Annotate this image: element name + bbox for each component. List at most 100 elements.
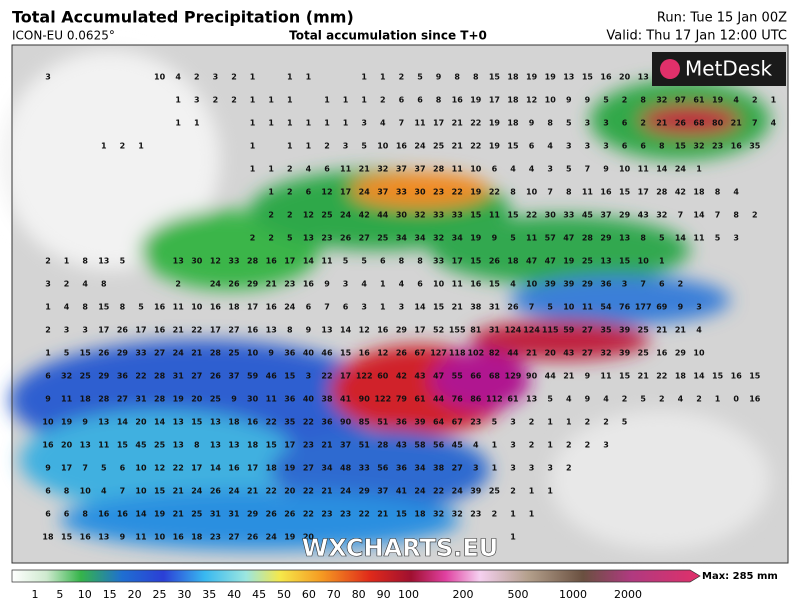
grid-value: 15 xyxy=(80,349,92,358)
colorbar-label: 10 xyxy=(78,588,92,601)
grid-value: 34 xyxy=(396,234,408,243)
grid-value: 90 xyxy=(359,395,371,404)
grid-value: 2 xyxy=(529,441,535,450)
grid-value: 1 xyxy=(492,464,498,473)
grid-value: 29 xyxy=(247,280,259,289)
grid-value: 24 xyxy=(266,533,278,542)
grid-value: 16 xyxy=(359,349,371,358)
grid-value: 13 xyxy=(98,418,109,427)
grid-value: 42 xyxy=(675,188,686,197)
grid-value: 10 xyxy=(154,533,166,542)
grid-value: 3 xyxy=(343,142,349,151)
grid-value: 3 xyxy=(603,142,609,151)
grid-value: 20 xyxy=(545,349,557,358)
grid-value: 1 xyxy=(715,395,721,404)
grid-value: 4 xyxy=(678,395,684,404)
grid-value: 11 xyxy=(321,257,333,266)
grid-value: 1 xyxy=(250,142,256,151)
grid-value: 22 xyxy=(321,372,332,381)
grid-value: 22 xyxy=(303,418,314,427)
grid-value: 1 xyxy=(287,96,293,105)
grid-value: 13 xyxy=(563,73,574,82)
grid-value: 2 xyxy=(399,73,405,82)
grid-value: 23 xyxy=(340,510,351,519)
grid-value: 21 xyxy=(247,487,259,496)
grid-value: 2 xyxy=(213,96,219,105)
grid-value: 2 xyxy=(752,211,758,220)
grid-value: 9 xyxy=(82,418,88,427)
grid-value: 24 xyxy=(173,349,185,358)
grid-value: 13 xyxy=(600,257,611,266)
grid-value: 82 xyxy=(489,349,500,358)
grid-value: 14 xyxy=(135,510,147,519)
grid-value: 32 xyxy=(61,372,72,381)
grid-value: 18 xyxy=(507,257,519,266)
colorbar-label: 45 xyxy=(252,588,266,601)
grid-value: 15 xyxy=(675,142,687,151)
grid-value: 10 xyxy=(619,165,631,174)
grid-value: 11 xyxy=(526,234,538,243)
grid-value: 4 xyxy=(473,441,479,450)
grid-value: 32 xyxy=(433,510,444,519)
run-time: Run: Tue 15 Jan 00Z xyxy=(657,11,787,26)
grid-value: 1 xyxy=(343,96,349,105)
colorbar-label: 2000 xyxy=(614,588,642,601)
grid-value: 35 xyxy=(749,142,761,151)
grid-value: 12 xyxy=(210,257,221,266)
grid-value: 30 xyxy=(414,188,426,197)
grid-value: 5 xyxy=(622,418,628,427)
grid-value: 5 xyxy=(287,234,293,243)
grid-value: 32 xyxy=(414,211,425,220)
grid-value: 5 xyxy=(361,142,367,151)
grid-value: 15 xyxy=(117,441,129,450)
grid-value: 27 xyxy=(191,372,202,381)
colorbar-label: 80 xyxy=(352,588,366,601)
grid-value: 1 xyxy=(343,119,349,128)
grid-value: 12 xyxy=(359,326,370,335)
grid-value: 1 xyxy=(771,96,777,105)
grid-value: 13 xyxy=(526,395,537,404)
grid-value: 12 xyxy=(154,464,165,473)
grid-value: 2 xyxy=(529,418,535,427)
grid-value: 24 xyxy=(414,142,426,151)
grid-value: 64 xyxy=(433,418,445,427)
grid-value: 23 xyxy=(470,510,481,519)
grid-value: 36 xyxy=(117,372,129,381)
grid-value: 68 xyxy=(489,372,501,381)
grid-value: 32 xyxy=(600,349,611,358)
grid-value: 6 xyxy=(640,142,646,151)
grid-value: 28 xyxy=(154,372,166,381)
grid-value: 14 xyxy=(656,165,668,174)
grid-value: 17 xyxy=(433,119,444,128)
grid-value: 1 xyxy=(268,165,274,174)
grid-value: 39 xyxy=(619,326,631,335)
grid-value: 36 xyxy=(284,395,296,404)
grid-value: 25 xyxy=(228,349,240,358)
grid-value: 22 xyxy=(266,418,277,427)
grid-value: 25 xyxy=(638,326,650,335)
grid-value: 4 xyxy=(510,280,516,289)
grid-value: 6 xyxy=(120,464,126,473)
grid-value: 4 xyxy=(399,280,405,289)
grid-value: 58 xyxy=(414,441,426,450)
grid-value: 1 xyxy=(64,257,70,266)
grid-value: 9 xyxy=(45,464,51,473)
grid-value: 13 xyxy=(266,326,277,335)
grid-value: 2 xyxy=(231,73,237,82)
grid-value: 7 xyxy=(640,280,646,289)
grid-value: 2 xyxy=(175,280,181,289)
grid-value: 33 xyxy=(228,257,239,266)
grid-value: 1 xyxy=(101,142,107,151)
grid-value: 21 xyxy=(638,372,650,381)
grid-value: 1 xyxy=(306,142,312,151)
grid-value: 68 xyxy=(693,119,705,128)
grid-value: 17 xyxy=(489,96,500,105)
grid-value: 31 xyxy=(489,326,501,335)
grid-value: 37 xyxy=(377,188,388,197)
grid-value: 1 xyxy=(250,119,256,128)
grid-value: 18 xyxy=(675,372,687,381)
grid-value: 61 xyxy=(507,395,519,404)
grid-value: 28 xyxy=(210,349,222,358)
grid-value: 5 xyxy=(566,119,572,128)
grid-value: 34 xyxy=(452,234,464,243)
